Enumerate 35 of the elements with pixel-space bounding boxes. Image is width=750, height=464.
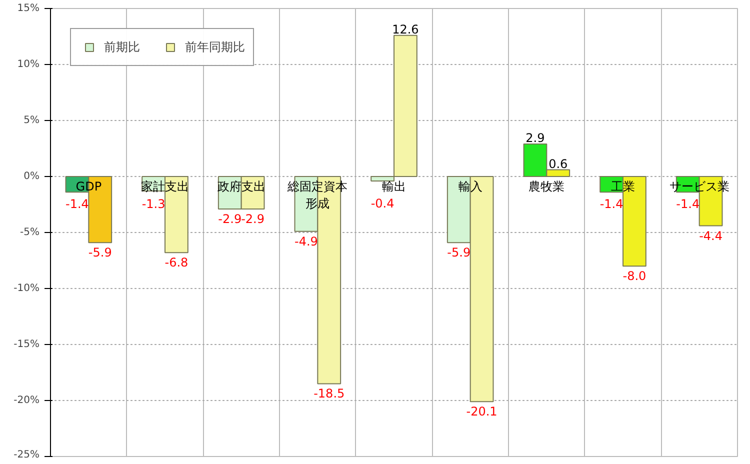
y-tick-label: -20% [14,395,40,406]
data-label: -4.9 [294,234,318,248]
legend-label: 前期比 [104,38,140,56]
data-label: -20.1 [466,404,498,419]
data-label: -1.4 [66,197,89,212]
data-label: 12.6 [392,22,419,36]
x-tick-label: 輸入 [458,180,482,194]
y-tick-label: 5% [24,115,40,126]
data-label: -6.8 [164,256,188,270]
y-tick-label: 10% [17,59,40,70]
y-tick-label: -10% [14,283,40,294]
y-tick-label: -25% [14,450,40,460]
y-tick-label: 0% [24,171,40,182]
y-tick-label: -15% [14,339,40,350]
data-label: -1.4 [676,197,700,212]
data-label: -4.4 [699,228,722,243]
data-label: -2.9 [241,212,264,226]
y-tick-label: 15% [17,3,40,14]
data-label: -8.0 [622,269,646,284]
data-label: -2.9 [218,212,242,226]
y-tick-label: -5% [20,227,40,238]
x-tick-label: 輸出 [382,180,406,194]
data-label: -5.9 [447,246,471,260]
data-label: 2.9 [526,131,545,146]
x-tick-label: 政府支出 [217,180,266,194]
data-label: -1.4 [600,197,624,212]
data-label: -1.3 [142,197,166,212]
data-label: -5.9 [88,246,112,260]
data-label: 0.6 [548,156,568,171]
x-tick-label: 農牧業 [528,180,565,194]
data-label: -18.5 [314,386,345,401]
legend-label: 前年同期比 [185,38,245,56]
data-label: -0.4 [370,196,394,211]
x-tick-label: 工業 [611,180,635,194]
x-tick-label: 家計支出 [141,180,189,194]
